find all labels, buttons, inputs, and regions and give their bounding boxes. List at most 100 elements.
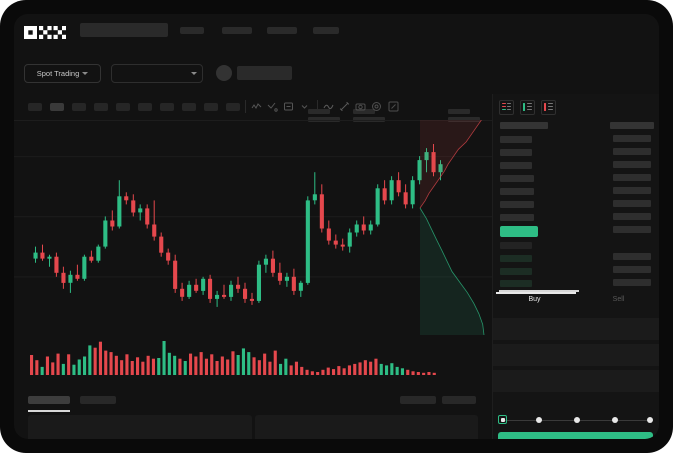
candlestick-chart[interactable] <box>14 120 492 335</box>
indicator-icon[interactable] <box>251 101 262 112</box>
step-2[interactable] <box>536 416 542 423</box>
timeframe-2[interactable] <box>50 103 64 111</box>
orderbook-ask-row[interactable] <box>500 214 534 221</box>
orderbook-sidebar: Buy Sell <box>492 94 659 439</box>
pair-last-price <box>237 66 292 80</box>
orderbook-right-row <box>613 161 651 168</box>
toolbar-divider <box>317 100 318 113</box>
orderbook-header-left <box>500 122 548 129</box>
orderbook-right-row <box>613 174 651 181</box>
text-tool-icon[interactable] <box>283 101 294 112</box>
timeframe-7[interactable] <box>160 103 174 111</box>
orderbook-bids-icon[interactable] <box>520 100 535 115</box>
stat-24h-low <box>448 109 480 122</box>
tab-sell[interactable]: Sell <box>612 296 625 303</box>
orderbook-ask-row[interactable] <box>500 188 534 195</box>
search-input[interactable] <box>80 23 168 37</box>
orderbook-right-row <box>613 187 651 194</box>
amount-field[interactable] <box>493 344 659 366</box>
stat-24h-high <box>353 109 385 122</box>
orderbook-bid-row[interactable] <box>500 268 532 275</box>
timeframe-3[interactable] <box>72 103 86 111</box>
trading-pair-select[interactable] <box>111 64 203 83</box>
step-5[interactable] <box>647 416 653 423</box>
bottom-tab-bar <box>14 392 492 414</box>
price-field[interactable] <box>493 318 659 340</box>
step-4[interactable] <box>612 416 618 423</box>
orderbook[interactable] <box>493 120 659 287</box>
volume-histogram <box>14 335 492 387</box>
candle-series <box>33 144 443 307</box>
orderbook-ask-row[interactable] <box>500 175 534 182</box>
orderbook-right-row <box>613 148 651 155</box>
timeframe-8[interactable] <box>182 103 196 111</box>
stat-24h-change <box>308 109 340 122</box>
orderbook-right-row <box>613 135 651 142</box>
camera-icon[interactable] <box>355 101 366 112</box>
orderbook-both-icon[interactable] <box>499 100 514 115</box>
nav-item-2[interactable] <box>222 27 252 34</box>
primary-cta-button[interactable] <box>498 432 653 439</box>
nav-item-1[interactable] <box>180 27 204 34</box>
orderbook-right-row <box>613 226 651 233</box>
fullscreen-icon[interactable] <box>388 101 399 112</box>
timeframe-9[interactable] <box>204 103 218 111</box>
onboarding-steps <box>498 415 653 427</box>
tab-action-1[interactable] <box>400 396 436 404</box>
nav-item-4[interactable] <box>313 27 339 34</box>
tab-open-orders[interactable] <box>28 396 70 404</box>
orderbook-divider <box>499 290 579 292</box>
chevron-down-icon[interactable] <box>299 101 310 112</box>
active-tab-indicator <box>28 410 70 412</box>
orderbook-asks-icon[interactable] <box>541 100 556 115</box>
orderbook-right-row <box>613 213 651 220</box>
orderbook-right-row <box>613 266 651 273</box>
total-field[interactable] <box>493 370 659 392</box>
bottom-panel-right[interactable] <box>254 415 478 439</box>
tab-buy[interactable]: Buy <box>528 296 541 303</box>
orderbook-right-row <box>613 279 651 286</box>
orderbook-bid-row[interactable] <box>500 280 532 287</box>
tab-action-2[interactable] <box>442 396 476 404</box>
tab-order-history[interactable] <box>80 396 116 404</box>
okx-logo-icon[interactable] <box>24 26 66 39</box>
active-tab-indicator <box>496 292 576 294</box>
orderbook-ask-row[interactable] <box>500 201 534 208</box>
magnet-icon[interactable] <box>339 101 350 112</box>
top-nav <box>14 14 659 52</box>
bottom-panel-left[interactable] <box>28 415 252 439</box>
market-type-dropdown[interactable]: Spot Trading <box>24 64 101 83</box>
coin-avatar-icon <box>216 65 232 81</box>
orderbook-bid-row[interactable] <box>500 255 532 262</box>
trade-form-tabs: Buy Sell <box>493 292 659 314</box>
chevron-down-icon <box>82 72 89 75</box>
timeframe-10[interactable] <box>226 103 240 111</box>
orderbook-ask-row[interactable] <box>500 136 532 143</box>
orderbook-right-row <box>613 200 651 207</box>
timeframe-4[interactable] <box>94 103 108 111</box>
settings-icon[interactable] <box>371 101 382 112</box>
chart-toolbar <box>14 94 659 121</box>
trend-icon[interactable] <box>323 101 334 112</box>
timeframe-5[interactable] <box>116 103 130 111</box>
orderbook-header-right <box>610 122 654 129</box>
orderbook-ask-row[interactable] <box>500 149 532 156</box>
app-screen: Spot Trading <box>14 14 659 439</box>
orderbook-view-modes <box>499 100 556 115</box>
orderbook-right-row <box>613 253 651 260</box>
orderbook-bid-row-highlighted[interactable] <box>500 226 538 237</box>
step-3[interactable] <box>574 416 580 423</box>
orderbook-ask-row[interactable] <box>500 162 532 169</box>
timeframe-1[interactable] <box>28 103 42 111</box>
market-type-label: Spot Trading <box>36 69 80 78</box>
chart-gridlines <box>14 156 492 278</box>
toolbar-divider <box>245 100 246 113</box>
market-sub-header: Spot Trading <box>14 52 659 122</box>
orderbook-bid-row[interactable] <box>500 242 532 249</box>
line-tool-icon[interactable] <box>267 101 278 112</box>
step-1[interactable] <box>498 415 507 424</box>
timeframe-6[interactable] <box>138 103 152 111</box>
bottom-panels <box>14 415 492 439</box>
nav-item-3[interactable] <box>267 27 297 34</box>
